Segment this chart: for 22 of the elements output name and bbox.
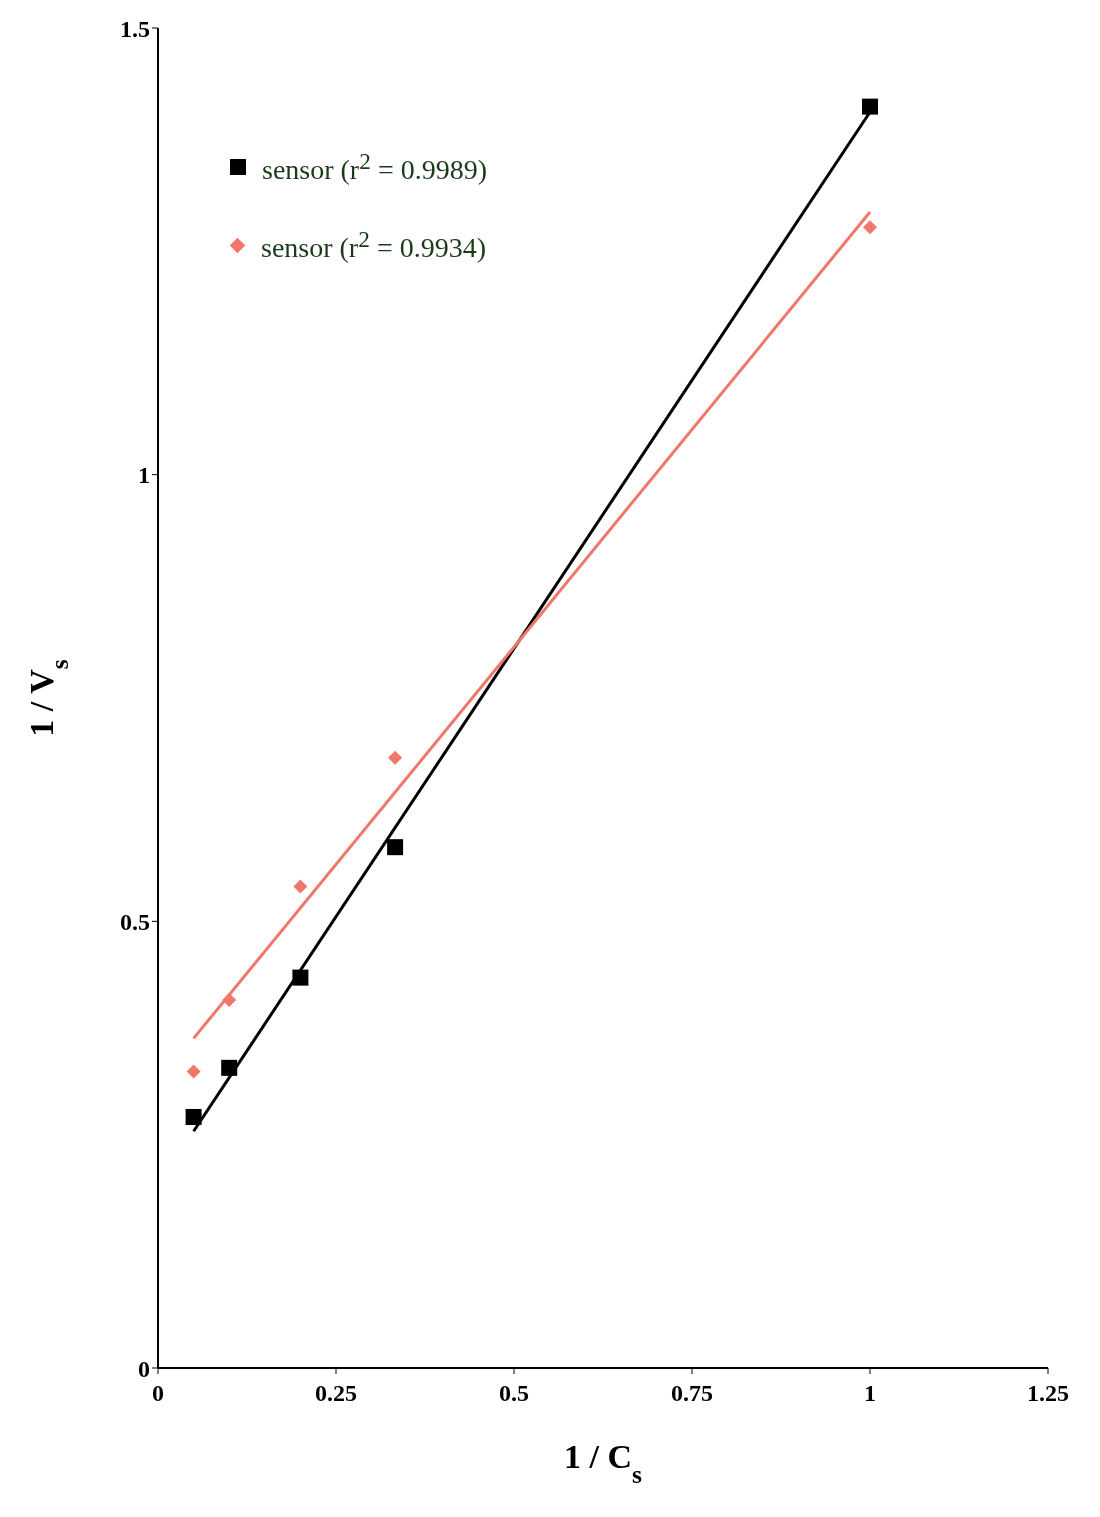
point [388, 750, 403, 765]
y-tick-label: 1 [138, 462, 150, 489]
x-tick-label: 0.5 [499, 1380, 529, 1407]
point [862, 98, 878, 115]
y-tick-label: 1.5 [120, 15, 150, 42]
point [387, 839, 404, 856]
point [863, 220, 877, 235]
x-axis-title: 1 / C$_{s}$ [564, 1438, 643, 1489]
x-tick-label: 0.75 [671, 1380, 713, 1407]
y-tick-label: 0 [138, 1355, 150, 1382]
point [186, 1064, 201, 1079]
point [222, 992, 237, 1007]
legend-label: sensor (r$^{2}$ = 0.9934) [261, 226, 486, 264]
x-tick-label: 1 [864, 1380, 876, 1407]
y-tick-label: 0.5 [120, 908, 150, 935]
x-tick-label: 0.25 [315, 1380, 357, 1407]
point [185, 1108, 202, 1125]
point [221, 1059, 238, 1076]
legend-label: sensor (r$^{2}$ = 0.9989) [262, 148, 487, 186]
x-tick-label: 1.25 [1027, 1380, 1069, 1407]
point [293, 879, 308, 894]
point [292, 969, 309, 986]
